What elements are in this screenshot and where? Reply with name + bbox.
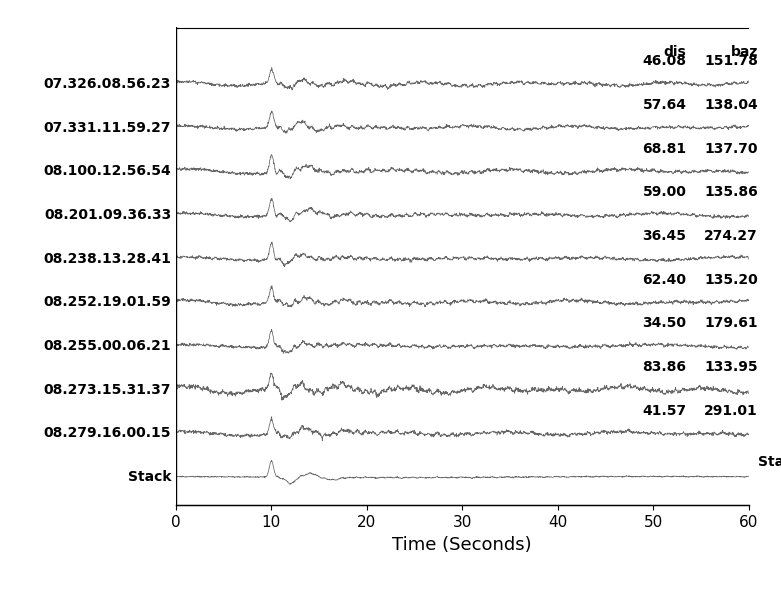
Text: 291.01: 291.01 (704, 404, 758, 417)
Text: 68.81: 68.81 (642, 142, 686, 155)
Text: 59.00: 59.00 (643, 185, 686, 199)
Text: Stack: Stack (128, 470, 171, 484)
Text: 151.78: 151.78 (704, 54, 758, 68)
Text: 08.100.12.56.54: 08.100.12.56.54 (44, 164, 171, 178)
Text: 133.95: 133.95 (704, 360, 758, 374)
Text: 34.50: 34.50 (643, 316, 686, 330)
Text: 07.331.11.59.27: 07.331.11.59.27 (44, 120, 171, 134)
Text: 41.57: 41.57 (642, 404, 686, 417)
Text: 46.08: 46.08 (643, 54, 686, 68)
Text: 07.326.08.56.23: 07.326.08.56.23 (44, 77, 171, 91)
Text: dis: dis (664, 45, 686, 59)
Text: 83.86: 83.86 (643, 360, 686, 374)
Text: 62.40: 62.40 (643, 273, 686, 287)
Text: 36.45: 36.45 (643, 229, 686, 243)
Text: 137.70: 137.70 (704, 142, 758, 155)
Text: 08.238.13.28.41: 08.238.13.28.41 (44, 252, 171, 266)
Text: 08.273.15.31.37: 08.273.15.31.37 (44, 383, 171, 397)
Text: 57.64: 57.64 (643, 98, 686, 112)
Text: 138.04: 138.04 (704, 98, 758, 112)
Text: Stack: Stack (758, 455, 781, 469)
Text: 135.86: 135.86 (704, 185, 758, 199)
Text: baz: baz (731, 45, 758, 59)
Text: 08.252.19.01.59: 08.252.19.01.59 (44, 295, 171, 309)
X-axis label: Time (Seconds): Time (Seconds) (392, 535, 532, 554)
Text: 274.27: 274.27 (704, 229, 758, 243)
Text: 179.61: 179.61 (704, 316, 758, 330)
Text: 08.201.09.36.33: 08.201.09.36.33 (44, 208, 171, 222)
Text: 135.20: 135.20 (704, 273, 758, 287)
Text: 08.279.16.00.15: 08.279.16.00.15 (44, 427, 171, 440)
Text: 08.255.00.06.21: 08.255.00.06.21 (44, 339, 171, 353)
